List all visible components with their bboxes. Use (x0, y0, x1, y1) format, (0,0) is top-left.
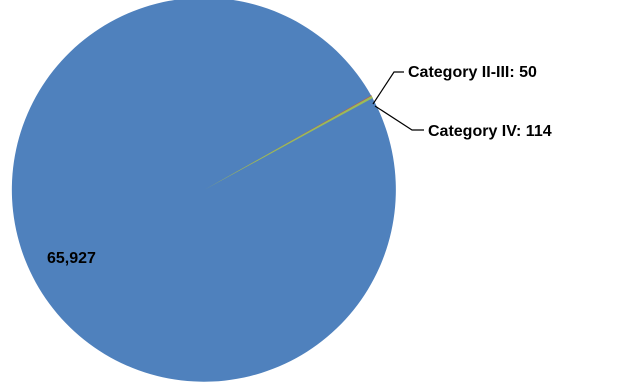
leader-line-category-iv (374, 105, 424, 131)
slice-label-category-ii-iii: Category II-III: 50 (408, 64, 537, 81)
slice-labels: 65,927 Category II-III: 50 Category IV: … (47, 64, 552, 267)
slice-label-category-iv: Category IV: 114 (428, 123, 552, 140)
leader-line-category-ii-iii (372, 71, 404, 105)
pie-slice-category-iv (203, 95, 373, 191)
slice-label-main: 65,927 (47, 250, 96, 267)
pie-slices (11, 0, 396, 382)
pie-slice-main (11, 0, 396, 382)
leader-lines (372, 71, 424, 131)
